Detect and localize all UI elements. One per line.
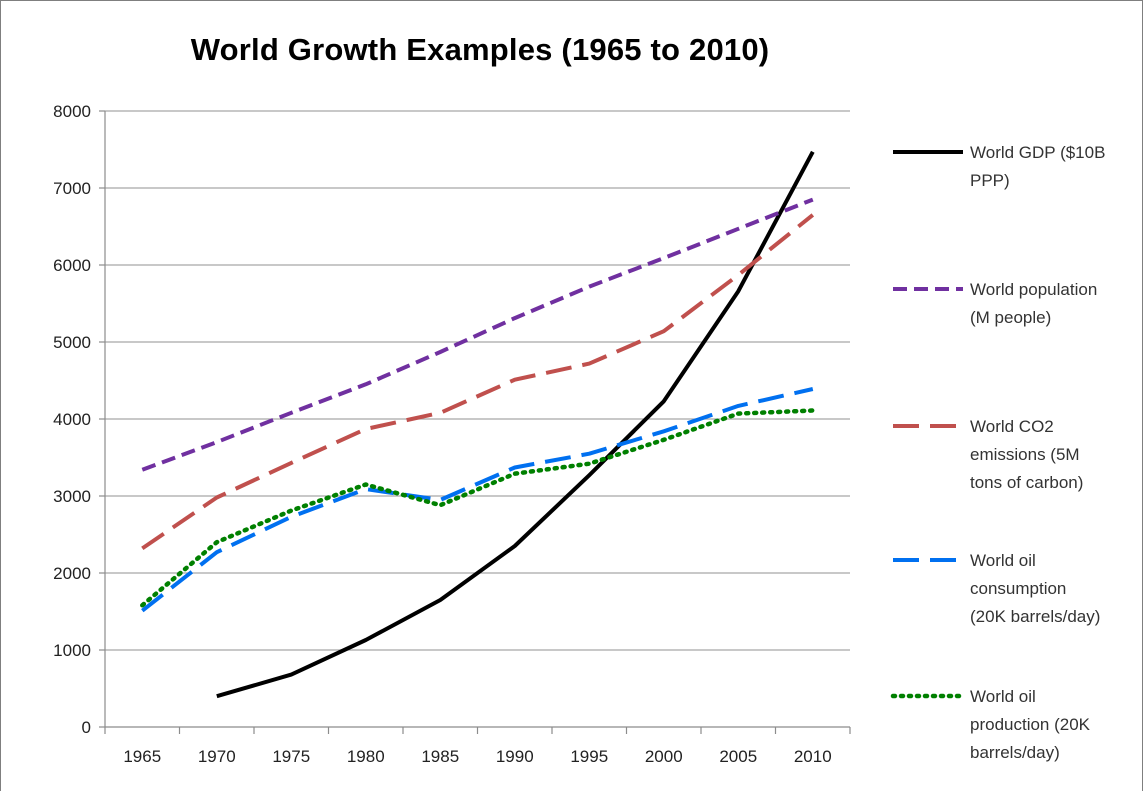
x-tick-label: 2000: [645, 747, 683, 766]
legend-label: World CO2: [970, 417, 1054, 436]
x-tick-label: 2010: [794, 747, 832, 766]
legend: World GDP ($10B PPP) World population (M pe…: [890, 143, 1105, 762]
x-tick-label: 1980: [347, 747, 385, 766]
legend-label: World oil: [970, 551, 1036, 570]
axes: [99, 110, 851, 734]
x-tick-label: 1985: [421, 747, 459, 766]
legend-label: emissions (5M: [970, 445, 1080, 464]
chart-title: World Growth Examples (1965 to 2010): [190, 32, 770, 67]
legend-label: (20K barrels/day): [970, 607, 1100, 626]
y-tick-label: 7000: [53, 179, 91, 198]
y-axis-tick-labels: 0 1000 2000 3000 4000 5000 6000 7000 8000: [53, 102, 91, 737]
x-tick-label: 1965: [123, 747, 161, 766]
x-tick-label: 1990: [496, 747, 534, 766]
series-line-5: [140, 408, 816, 608]
legend-label: World oil: [970, 687, 1036, 706]
y-tick-label: 0: [82, 718, 91, 737]
legend-label: production (20K: [970, 715, 1091, 734]
y-tick-label: 6000: [53, 256, 91, 275]
legend-label: tons of carbon): [970, 473, 1083, 492]
legend-label: (M people): [970, 308, 1051, 327]
y-tick-label: 4000: [53, 410, 91, 429]
series-line-1: [216, 150, 815, 699]
series-line-4: [141, 387, 814, 613]
series-line-3: [141, 213, 815, 551]
legend-label: consumption: [970, 579, 1066, 598]
legend-label: World population: [970, 280, 1097, 299]
y-tick-label: 3000: [53, 487, 91, 506]
legend-label: PPP): [970, 171, 1010, 190]
x-tick-label: 1995: [570, 747, 608, 766]
x-tick-label: 1970: [198, 747, 236, 766]
y-tick-label: 1000: [53, 641, 91, 660]
x-tick-label: 2005: [719, 747, 757, 766]
series-line-2: [141, 197, 814, 472]
y-tick-label: 8000: [53, 102, 91, 121]
gridlines: [105, 110, 850, 651]
x-axis-tick-labels: 1965 1970 1975 1980 1985 1990 1995 2000 2005 2010: [123, 747, 831, 766]
x-tick-label: 1975: [272, 747, 310, 766]
series-lines: [140, 150, 816, 699]
y-tick-label: 5000: [53, 333, 91, 352]
y-tick-label: 2000: [53, 564, 91, 583]
legend-label: World GDP ($10B: [970, 143, 1105, 162]
legend-label: barrels/day): [970, 743, 1060, 762]
